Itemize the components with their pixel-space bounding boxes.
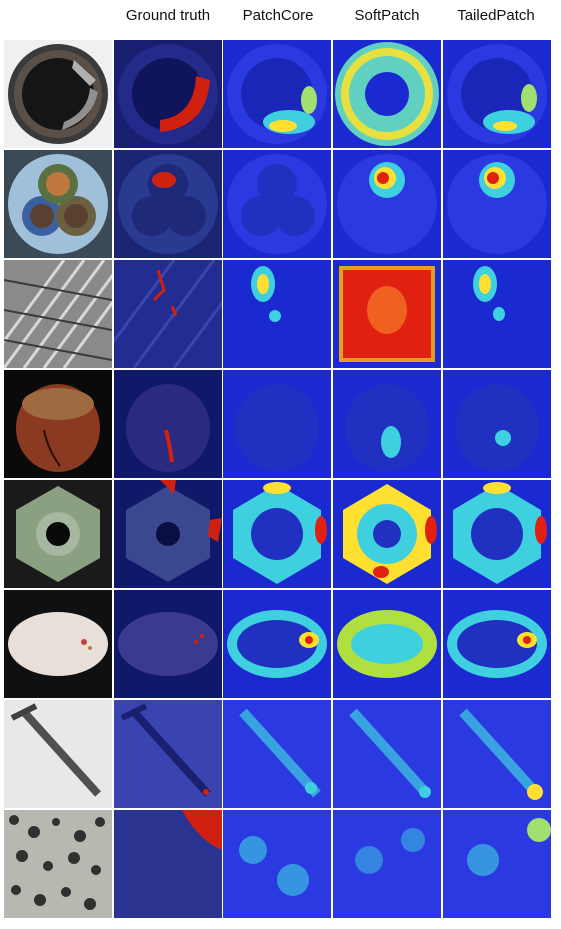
row7-tailedpatch-heatmap <box>443 700 551 808</box>
row6-ground-truth-image <box>114 590 222 698</box>
row4-softpatch-heatmap <box>333 370 441 478</box>
row1-input-image <box>4 40 112 148</box>
row8-input-image <box>4 810 112 918</box>
column-title-softpatch: SoftPatch <box>354 7 420 24</box>
row8-patchcore-heatmap <box>223 810 331 918</box>
row6-softpatch-heatmap <box>333 590 441 698</box>
row8-ground-truth-image <box>114 810 222 918</box>
row2-input-image <box>4 150 112 258</box>
row5-softpatch-heatmap <box>333 480 441 588</box>
row8-softpatch-heatmap <box>333 810 441 918</box>
image-grid <box>4 40 553 918</box>
row3-tailedpatch-heatmap <box>443 260 551 368</box>
column-title-tailedpatch: TailedPatch <box>457 7 535 24</box>
row1-tailedpatch-heatmap <box>443 40 551 148</box>
row2-ground-truth-image <box>114 150 222 258</box>
row3-input-image <box>4 260 112 368</box>
column-title-ground-truth: Ground truth <box>125 7 211 24</box>
row4-patchcore-heatmap <box>223 370 331 478</box>
row2-tailedpatch-heatmap <box>443 150 551 258</box>
row1-patchcore-heatmap <box>223 40 331 148</box>
row5-patchcore-heatmap <box>223 480 331 588</box>
row7-softpatch-heatmap <box>333 700 441 808</box>
row4-input-image <box>4 370 112 478</box>
row5-ground-truth-image <box>114 480 222 588</box>
row6-tailedpatch-heatmap <box>443 590 551 698</box>
row1-softpatch-heatmap <box>333 40 441 148</box>
row4-ground-truth-image <box>114 370 222 478</box>
row3-patchcore-heatmap <box>223 260 331 368</box>
row5-tailedpatch-heatmap <box>443 480 551 588</box>
row5-input-image <box>4 480 112 588</box>
row2-patchcore-heatmap <box>223 150 331 258</box>
row3-ground-truth-image <box>114 260 222 368</box>
row7-patchcore-heatmap <box>223 700 331 808</box>
row8-tailedpatch-heatmap <box>443 810 551 918</box>
row1-ground-truth-image <box>114 40 222 148</box>
column-header-row: Ground truth PatchCore SoftPatch TailedP… <box>0 0 561 38</box>
row3-softpatch-heatmap <box>333 260 441 368</box>
row7-input-image <box>4 700 112 808</box>
row7-ground-truth-image <box>114 700 222 808</box>
row6-input-image <box>4 590 112 698</box>
row2-softpatch-heatmap <box>333 150 441 258</box>
row6-patchcore-heatmap <box>223 590 331 698</box>
column-title-patchcore: PatchCore <box>242 7 314 24</box>
row4-tailedpatch-heatmap <box>443 370 551 478</box>
